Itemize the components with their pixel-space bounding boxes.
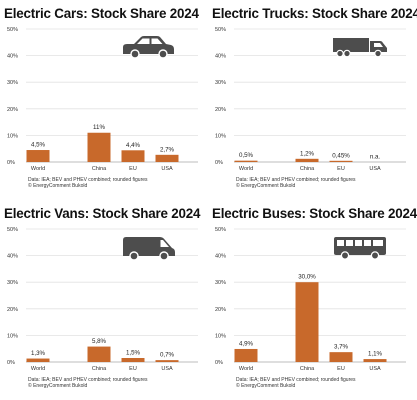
y-tick-label: 20% (215, 107, 226, 113)
y-tick-label: 50% (7, 227, 18, 233)
y-tick-label: 40% (7, 254, 18, 260)
bar (87, 132, 111, 162)
bar-chart: 0% 10% 20% 30% 40% 50% 0,5% World 1,2% China 0,45%… (215, 27, 406, 172)
y-tick-label: 20% (7, 307, 18, 313)
y-tick-label: 10% (7, 333, 18, 339)
x-tick-label: EU (337, 166, 345, 172)
x-tick-label: World (239, 366, 253, 372)
y-tick-label: 40% (215, 54, 226, 60)
bar (155, 154, 179, 162)
chart-title: Electric Cars: Stock Share 2024 (4, 6, 199, 21)
data-label: 1,5% (126, 350, 141, 357)
bus-icon (334, 237, 386, 260)
y-tick-label: 30% (215, 280, 226, 286)
x-tick-label: China (92, 366, 107, 372)
y-tick-label: 20% (215, 307, 226, 313)
data-label: 0,7% (160, 352, 175, 359)
x-tick-label: World (31, 166, 45, 172)
y-tick-label: 30% (7, 280, 18, 286)
bar (295, 282, 319, 362)
chart-panel-cars: 0% 10% 20% 30% 40% 50% 4,5% World 11% China 4,4% EU… (0, 0, 208, 200)
source-note: Data: IEA; BEV and PHEV combined; rounde… (28, 177, 148, 190)
bar (121, 358, 145, 362)
data-label: 11% (93, 124, 105, 131)
data-label: 0,5% (239, 152, 254, 159)
chart-panel-vans: 0% 10% 20% 30% 40% 50% 1,3% World 5,8% China 1,5% E… (0, 200, 208, 400)
y-tick-label: 0% (215, 160, 223, 166)
x-tick-label: EU (129, 166, 137, 172)
bar (26, 358, 50, 362)
y-tick-label: 40% (7, 54, 18, 60)
bar (121, 150, 145, 162)
x-tick-label: USA (161, 166, 173, 172)
bar (87, 346, 111, 362)
y-tick-label: 10% (7, 133, 18, 139)
van-icon (123, 237, 175, 261)
x-tick-label: China (92, 166, 107, 172)
source-note: Data: IEA; BEV and PHEV combined; rounde… (236, 377, 356, 390)
y-tick-label: 50% (215, 227, 226, 233)
y-tick-label: 10% (215, 333, 226, 339)
chart-title: Electric Buses: Stock Share 2024 (212, 206, 417, 221)
x-tick-label: EU (337, 366, 345, 372)
y-tick-label: 50% (7, 27, 18, 33)
bar-chart: 0% 10% 20% 30% 40% 50% 1,3% World 5,8% China 1,5% E… (7, 227, 198, 372)
data-label: 3,7% (334, 344, 349, 351)
y-tick-label: 30% (7, 80, 18, 86)
x-tick-label: China (300, 366, 315, 372)
x-tick-label: EU (129, 366, 137, 372)
bar (363, 359, 387, 362)
data-label: 2,7% (160, 146, 175, 153)
y-tick-label: 0% (7, 360, 15, 366)
chart-title: Electric Vans: Stock Share 2024 (4, 206, 201, 221)
y-tick-label: 40% (215, 254, 226, 260)
bar (234, 348, 258, 362)
data-label: 4,9% (239, 340, 254, 347)
y-tick-label: 20% (7, 107, 18, 113)
chart-title: Electric Trucks: Stock Share 2024 (212, 6, 417, 21)
x-tick-label: World (31, 366, 45, 372)
data-label: 4,5% (31, 142, 46, 149)
bar (155, 360, 179, 362)
car-icon (123, 36, 174, 58)
bar (329, 352, 353, 362)
chart-panel-buses: 0% 10% 20% 30% 40% 50% 4,9% World 30,0% China 3,7%… (208, 200, 417, 400)
bar-chart: 0% 10% 20% 30% 40% 50% 4,9% World 30,0% China 3,7%… (215, 227, 406, 372)
data-label: n.a. (370, 154, 381, 161)
source-note: Data: IEA; BEV and PHEV combined; rounde… (236, 177, 356, 190)
x-tick-label: China (300, 166, 315, 172)
data-label: 1,2% (300, 150, 315, 157)
y-tick-label: 0% (215, 360, 223, 366)
x-tick-label: USA (161, 366, 173, 372)
data-label: 1,3% (31, 350, 46, 357)
data-label: 0,45% (332, 152, 350, 159)
y-tick-label: 0% (7, 160, 15, 166)
data-label: 30,0% (298, 274, 316, 281)
bar (26, 150, 50, 162)
bar (234, 160, 258, 162)
y-tick-label: 10% (215, 133, 226, 139)
x-tick-label: USA (369, 366, 381, 372)
y-tick-label: 30% (215, 80, 226, 86)
data-label: 5,8% (92, 338, 107, 345)
data-label: 1,1% (368, 351, 383, 358)
chart-panel-trucks: 0% 10% 20% 30% 40% 50% 0,5% World 1,2% China 0,45%… (208, 0, 417, 200)
x-tick-label: USA (369, 166, 381, 172)
bar-chart: 0% 10% 20% 30% 40% 50% 4,5% World 11% China 4,4% EU… (7, 27, 198, 172)
y-tick-label: 50% (215, 27, 226, 33)
x-tick-label: World (239, 166, 253, 172)
bar (329, 160, 353, 162)
bar (295, 158, 319, 162)
source-note: Data: IEA; BEV and PHEV combined; rounde… (28, 377, 148, 390)
data-label: 4,4% (126, 142, 141, 149)
truck-icon (333, 38, 387, 58)
